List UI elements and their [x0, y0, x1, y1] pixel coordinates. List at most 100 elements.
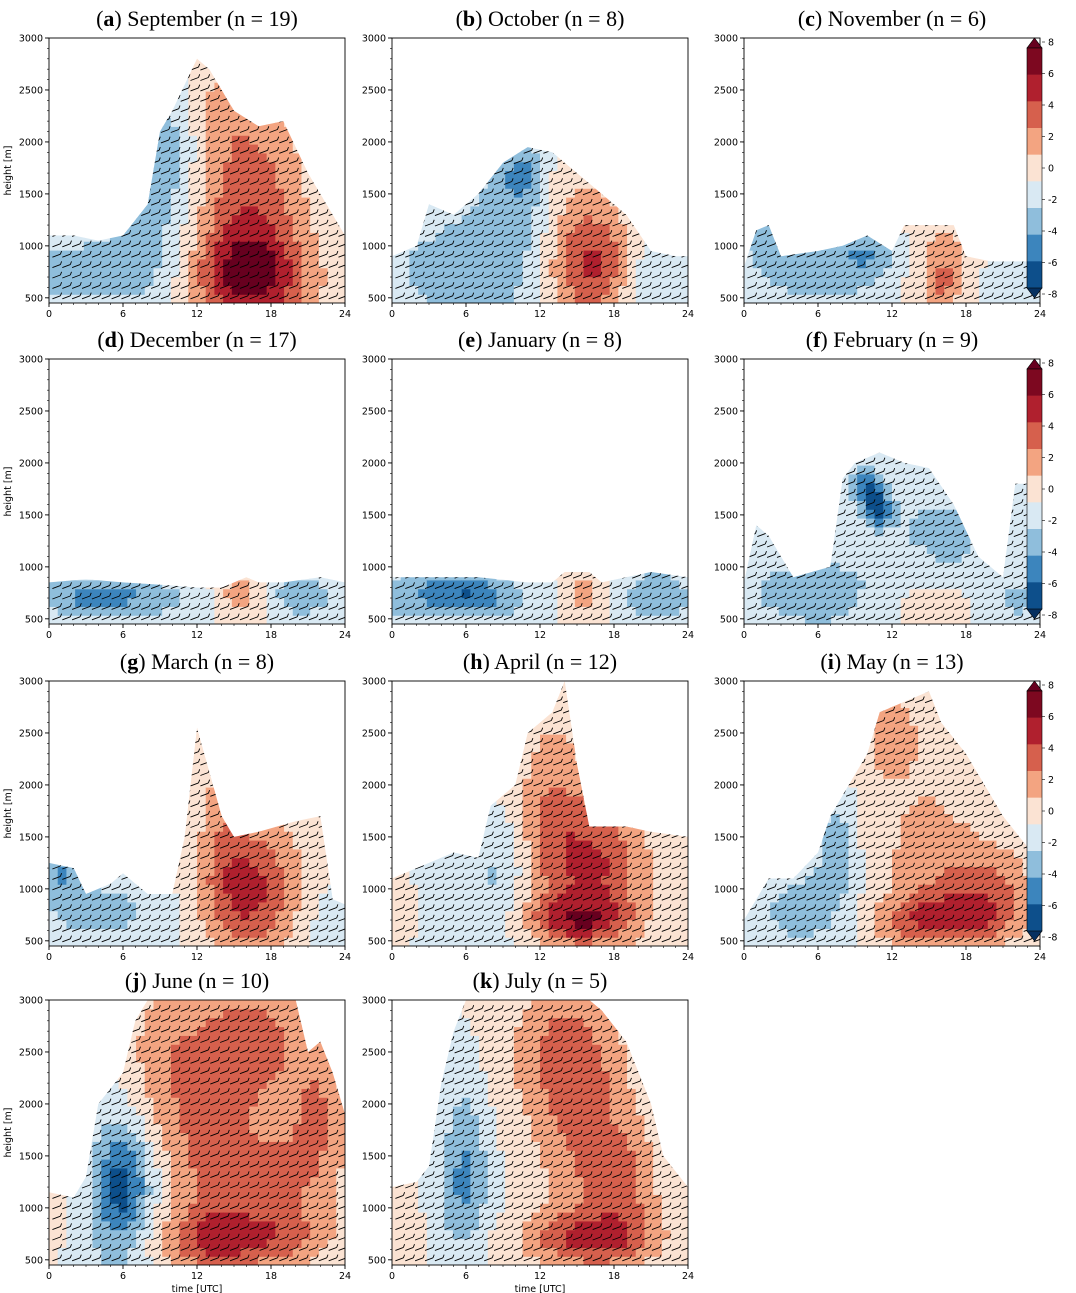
- panel-title: (d) December (n = 17): [97, 327, 296, 352]
- y-tick-label: 500: [25, 293, 43, 304]
- y-tick-label: 1500: [19, 832, 43, 843]
- panel-g: 0 6 12 18 24 500 1000 1500 2000 2500 3000 (g) March…: [3, 649, 351, 963]
- panel-title: (c) November (n = 6): [798, 6, 986, 31]
- colorbar-tick-label: -6: [1048, 901, 1057, 912]
- colorbar-tick-label: 6: [1048, 390, 1054, 401]
- panel-title: (f) February (n = 9): [806, 327, 978, 352]
- colorbar-3: 8 6 4 2 0 -2 -4 -6 -8: [1026, 680, 1057, 944]
- colorbar-tick-label: -6: [1048, 579, 1057, 590]
- panel-e: 0 6 12 18 24 500 1000 1500 2000 2500 3000 (e) Janua…: [362, 327, 694, 641]
- y-tick-label: 1500: [19, 510, 43, 521]
- wind-field-i: [744, 691, 1040, 946]
- x-tick-label: 6: [815, 630, 821, 641]
- y-tick-label: 500: [25, 1255, 43, 1266]
- x-axis-label: time [UTC]: [515, 1284, 566, 1293]
- colorbar-tick-label: -8: [1048, 290, 1057, 301]
- colorbar-segment: [1027, 824, 1042, 852]
- x-tick-label: 18: [265, 952, 277, 963]
- colorbar-tick-label: 8: [1048, 359, 1054, 370]
- x-tick-label: 18: [265, 630, 277, 641]
- colorbar-segment: [1027, 234, 1042, 262]
- y-tick-label: 3000: [19, 355, 43, 366]
- panel-title: (a) September (n = 19): [96, 6, 298, 31]
- y-tick-label: 3000: [362, 355, 386, 366]
- colorbar-segment: [1027, 502, 1042, 530]
- x-tick-label: 12: [886, 952, 898, 963]
- colorbar-tick-label: 0: [1048, 485, 1054, 496]
- colorbar-segment: [1027, 48, 1042, 75]
- y-tick-label: 2500: [714, 85, 738, 96]
- y-tick-label: 3000: [362, 677, 386, 688]
- colorbar-tick-label: 8: [1048, 681, 1054, 692]
- colorbar-segment: [1027, 101, 1042, 129]
- colorbar-segment: [1027, 851, 1042, 878]
- colorbar-segment: [1027, 744, 1042, 772]
- y-tick-label: 2000: [19, 1099, 43, 1110]
- wind-field-b: [392, 147, 688, 303]
- wind-field-a: [49, 58, 345, 303]
- y-tick-label: 1000: [19, 1203, 43, 1214]
- y-tick-label: 500: [368, 936, 386, 947]
- colorbar-tick-label: 4: [1048, 101, 1054, 112]
- colorbar-segment: [1027, 181, 1042, 209]
- colorbar-tick-label: 0: [1048, 164, 1054, 175]
- x-tick-label: 18: [608, 1271, 620, 1282]
- y-tick-label: 1000: [714, 884, 738, 895]
- y-tick-label: 3000: [362, 34, 386, 45]
- y-axis-label: height [m]: [3, 146, 14, 196]
- y-tick-label: 2000: [714, 137, 738, 148]
- x-tick-label: 18: [960, 309, 972, 320]
- x-tick-label: 18: [608, 952, 620, 963]
- x-tick-label: 0: [389, 309, 395, 320]
- x-tick-label: 12: [191, 309, 203, 320]
- wind-field-d: [49, 577, 345, 624]
- y-tick-label: 2500: [19, 85, 43, 96]
- x-tick-label: 6: [120, 952, 126, 963]
- panel-f: 0 6 12 18 24 500 1000 1500 2000 2500 3000 (f) Febru…: [714, 327, 1046, 641]
- colorbar-tick-label: -8: [1048, 611, 1057, 622]
- y-tick-label: 2000: [362, 458, 386, 469]
- y-tick-label: 3000: [714, 355, 738, 366]
- x-tick-label: 24: [682, 952, 694, 963]
- y-tick-label: 500: [25, 614, 43, 625]
- x-tick-label: 12: [191, 952, 203, 963]
- y-tick-label: 2000: [19, 137, 43, 148]
- x-tick-label: 24: [1034, 952, 1046, 963]
- y-tick-label: 1000: [362, 884, 386, 895]
- wind-field-c: [744, 225, 1040, 303]
- y-tick-label: 500: [720, 614, 738, 625]
- y-axis-label: height [m]: [3, 467, 14, 517]
- x-tick-label: 12: [191, 1271, 203, 1282]
- x-tick-label: 24: [339, 952, 351, 963]
- y-tick-label: 1000: [19, 562, 43, 573]
- x-tick-label: 24: [682, 630, 694, 641]
- colorbar-segment: [1027, 582, 1042, 610]
- colorbar-tick-label: -2: [1048, 516, 1057, 527]
- y-axis-label: height [m]: [3, 1108, 14, 1158]
- y-tick-label: 1000: [714, 562, 738, 573]
- colorbar-tick-label: -8: [1048, 933, 1057, 944]
- colorbar-tick-label: 4: [1048, 422, 1054, 433]
- x-tick-label: 18: [960, 952, 972, 963]
- y-tick-label: 3000: [19, 996, 43, 1007]
- y-tick-label: 1500: [19, 189, 43, 200]
- panel-b: 0 6 12 18 24 500 1000 1500 2000 2500 3000 (b) Octob…: [362, 6, 694, 320]
- x-tick-label: 24: [682, 1271, 694, 1282]
- wind-field-e: [392, 572, 688, 624]
- colorbar-tick-label: 2: [1048, 132, 1054, 143]
- colorbar-tick-label: 2: [1048, 775, 1054, 786]
- panel-title: (h) April (n = 12): [463, 649, 617, 674]
- colorbar-segment: [1027, 797, 1042, 825]
- panel-title: (b) October (n = 8): [456, 6, 625, 31]
- y-tick-label: 3000: [714, 677, 738, 688]
- y-tick-label: 1500: [362, 1151, 386, 1162]
- panel-h: 0 6 12 18 24 500 1000 1500 2000 2500 3000 (h) April…: [362, 649, 694, 963]
- colorbar-segment: [1027, 475, 1042, 503]
- colorbar-tick-label: 8: [1048, 38, 1054, 49]
- x-tick-label: 0: [46, 630, 52, 641]
- y-tick-label: 2500: [714, 728, 738, 739]
- colorbar-tick-label: -6: [1048, 258, 1057, 269]
- colorbar-segment: [1027, 717, 1042, 745]
- colorbar-tick-label: -4: [1048, 227, 1057, 238]
- y-tick-label: 1000: [19, 884, 43, 895]
